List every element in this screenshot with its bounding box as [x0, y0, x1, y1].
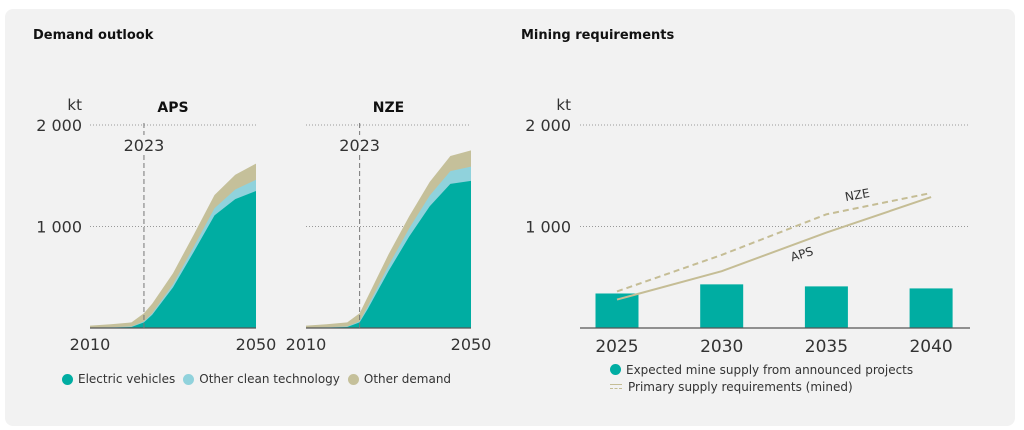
- line-nze: [616, 192, 932, 293]
- area-ev-nze: [306, 180, 471, 328]
- marker-label-aps: 2023: [124, 136, 165, 155]
- legend-label-clean: Other clean technology: [199, 372, 340, 386]
- legend-label-mine-supply: Expected mine supply from announced proj…: [626, 362, 914, 377]
- marker-label-bg-nze: [335, 135, 384, 155]
- x-tick-label-aps-2010: 2010: [70, 335, 111, 354]
- x-tick-label-mining-2030: 2030: [700, 337, 743, 357]
- legend-item-primary-supply: Primary supply requirements (mined): [610, 378, 913, 395]
- bar-2030: [700, 284, 744, 328]
- mining-requirements-title: Mining requirements: [521, 28, 675, 43]
- line-label-aps: APS: [789, 244, 815, 264]
- legend-label-other: Other demand: [363, 372, 452, 386]
- legend-label-primary-supply: Primary supply requirements (mined): [628, 379, 853, 394]
- ev-legend-dot-icon: [62, 373, 73, 385]
- mine-supply-legend-dot-icon: [610, 364, 621, 375]
- area-ev-aps: [90, 190, 256, 328]
- y-tick-label-mining-1000: 1 000: [525, 218, 571, 237]
- legend-item-ev: Electric vehicles: [62, 372, 175, 386]
- chart-card: [5, 9, 1015, 426]
- x-tick-label-mining-2040: 2040: [909, 337, 952, 357]
- marker-label-bg-aps: [119, 135, 168, 155]
- y-tick-label-mining-2000: 2 000: [525, 116, 571, 135]
- x-tick-label-aps-2050: 2050: [236, 335, 277, 354]
- bar-2035: [804, 286, 848, 328]
- clean-legend-dot-icon: [183, 373, 195, 385]
- demand-outlook-title: Demand outlook: [33, 28, 154, 43]
- panel-title-aps: APS: [157, 100, 188, 116]
- y-tick-label-demand-2000: 2 000: [36, 116, 82, 135]
- x-tick-label-mining-2035: 2035: [805, 337, 848, 357]
- legend-item-mine-supply: Expected mine supply from announced proj…: [610, 361, 913, 378]
- legend-item-other: Other demand: [347, 372, 452, 386]
- x-tick-label-nze-2010: 2010: [286, 335, 327, 354]
- line-aps: [616, 196, 932, 301]
- y-unit-label-demand: kt: [67, 96, 82, 114]
- legend-item-clean: Other clean technology: [183, 372, 340, 386]
- x-tick-label-mining-2025: 2025: [595, 337, 638, 357]
- demand-legend: Electric vehicles Other clean technology…: [62, 372, 459, 386]
- mining-legend: Expected mine supply from announced proj…: [610, 361, 913, 395]
- x-tick-label-nze-2050: 2050: [451, 335, 492, 354]
- y-tick-label-demand-1000: 1 000: [36, 218, 82, 237]
- other-legend-dot-icon: [347, 373, 359, 385]
- y-unit-label-mining: kt: [556, 96, 571, 114]
- panel-title-nze: NZE: [373, 100, 404, 116]
- marker-label-nze: 2023: [339, 136, 380, 155]
- line-label-nze: NZE: [844, 186, 871, 204]
- legend-label-ev: Electric vehicles: [78, 372, 176, 386]
- bar-2040: [909, 288, 953, 328]
- line-style-legend-icon: [610, 383, 622, 391]
